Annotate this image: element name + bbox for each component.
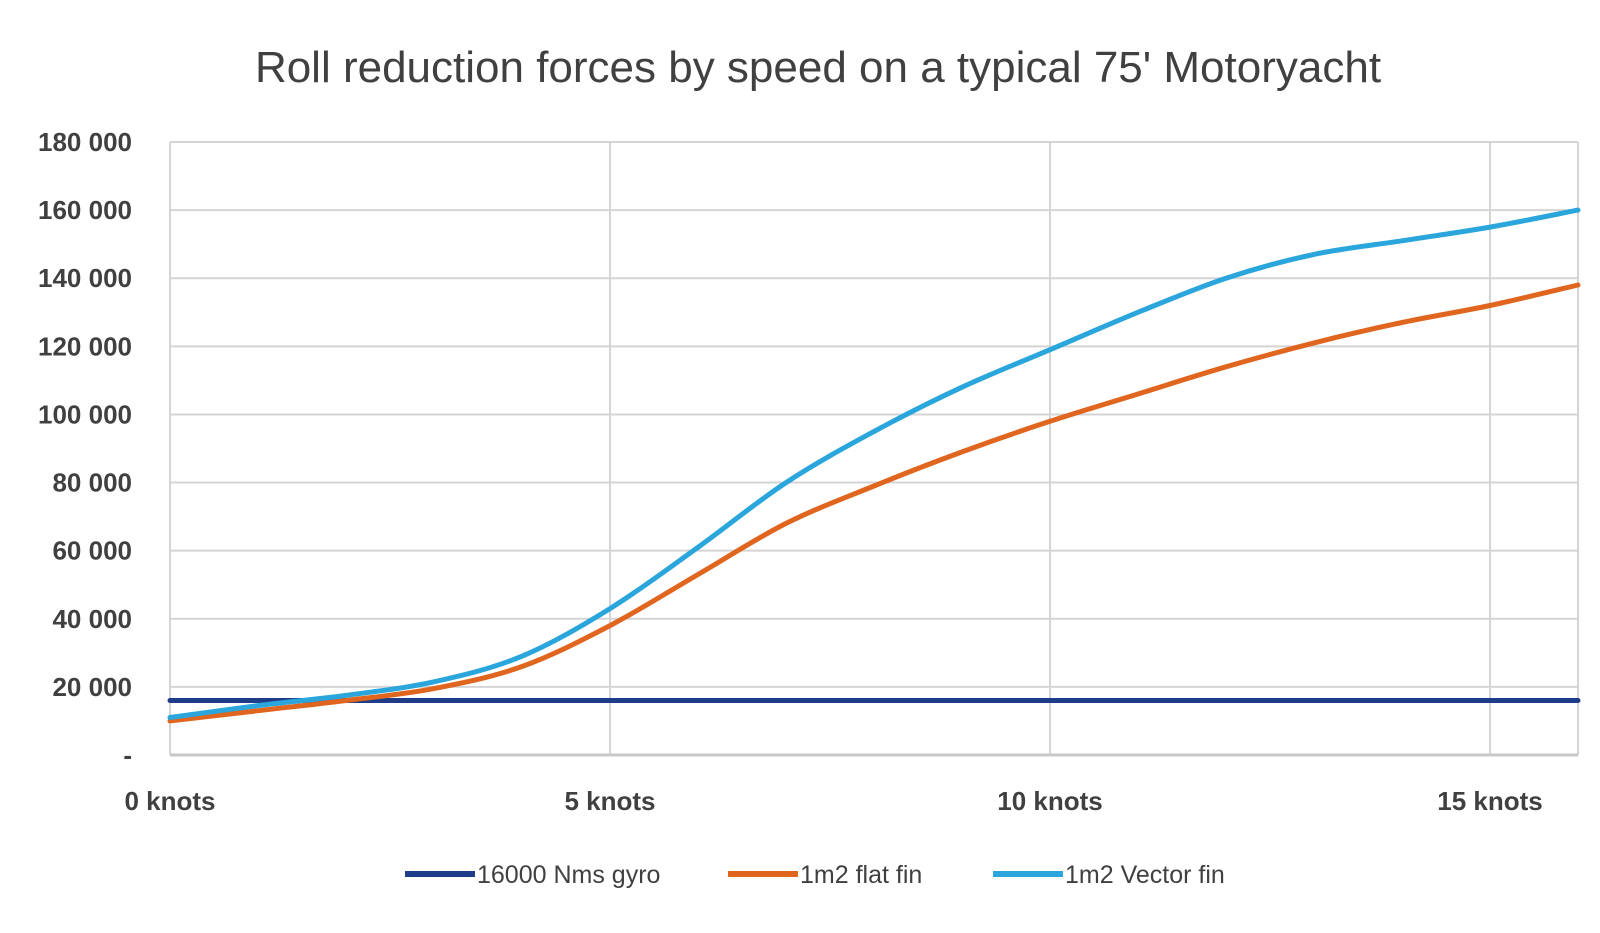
y-tick-label: 120 000 [38, 331, 132, 361]
grid [169, 141, 1579, 757]
legend: 16000 Nms gyro 1m2 flat fin 1m2 Vector fin [405, 861, 1225, 889]
y-tick-label: 140 000 [38, 263, 132, 293]
x-tick-label: 5 knots [564, 786, 655, 816]
series-lines [167, 207, 1581, 724]
x-tick-label: 15 knots [1437, 786, 1543, 816]
y-tick-label: 40 000 [52, 604, 132, 634]
y-tick-label: 160 000 [38, 195, 132, 225]
x-tick-label: 10 knots [997, 786, 1103, 816]
legend-label-16000-nms-gyro: 16000 Nms gyro [477, 861, 660, 889]
y-tick-label: 100 000 [38, 399, 132, 429]
y-axis: - 20 000 40 000 60 000 80 000 100 000 120 000 1… [38, 127, 132, 770]
x-tick-label: 0 knots [124, 786, 215, 816]
x-axis: 0 knots 5 knots 10 knots 15 knots [124, 786, 1542, 816]
y-tick-label: 60 000 [52, 536, 132, 566]
y-tick-label: - [123, 740, 132, 770]
legend-label-1m2-vector-fin: 1m2 Vector fin [1065, 861, 1225, 889]
series-line-1m2-vector-fin [167, 207, 1581, 720]
y-tick-label: 20 000 [52, 672, 132, 702]
y-tick-label: 180 000 [38, 127, 132, 157]
chart-title: Roll reduction forces by speed on a typi… [255, 43, 1381, 92]
y-tick-label: 80 000 [52, 468, 132, 498]
series-line-1m2-flat-fin [167, 282, 1581, 724]
legend-label-1m2-flat-fin: 1m2 flat fin [800, 861, 922, 889]
